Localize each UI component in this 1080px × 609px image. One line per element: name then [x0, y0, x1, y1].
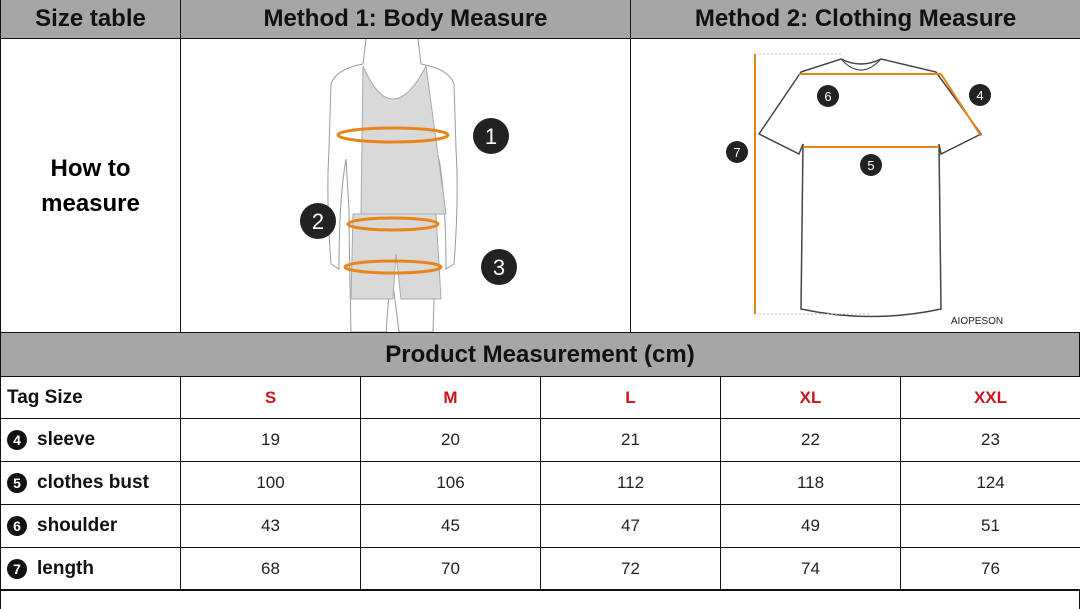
method2-header: Method 2: Clothing Measure	[630, 0, 1080, 39]
svg-text:4: 4	[976, 88, 983, 103]
table-cell: 21	[540, 418, 721, 462]
table-cell: 72	[540, 547, 721, 591]
table-cell: 68	[180, 547, 361, 591]
table-cell: 100	[180, 461, 361, 505]
row-label-text: sleeve	[37, 429, 96, 450]
row-label-length: 7 length	[0, 547, 181, 591]
row-label-clothes-bust: 5 clothes bust	[0, 461, 181, 505]
table-cell: 124	[900, 461, 1080, 505]
method1-header: Method 1: Body Measure	[180, 0, 631, 39]
svg-text:7: 7	[733, 145, 740, 160]
table-cell: 47	[540, 504, 721, 548]
table-cell: 118	[720, 461, 901, 505]
table-cell: 43	[180, 504, 361, 548]
size-header-s: S	[180, 376, 361, 419]
marker-6-icon: 6	[817, 85, 839, 107]
svg-text:3: 3	[493, 255, 505, 280]
svg-text:2: 2	[312, 209, 324, 234]
brand-label: AIOPESON	[951, 316, 1003, 327]
table-cell: 23	[900, 418, 1080, 462]
table-cell: 74	[720, 547, 901, 591]
clothing-measure-illustration: 6 4 5 7 AIOPESON	[630, 38, 1080, 333]
table-cell: 45	[360, 504, 541, 548]
table-cell: 22	[720, 418, 901, 462]
svg-text:1: 1	[485, 124, 497, 149]
number-5-icon: 5	[7, 473, 27, 493]
product-measurement-title: Product Measurement (cm)	[0, 332, 1080, 377]
marker-3-icon: 3	[481, 249, 517, 285]
how-to-measure-label: How to measure	[0, 38, 181, 333]
size-header-xl: XL	[720, 376, 901, 419]
marker-2-icon: 2	[300, 203, 336, 239]
table-cell: 19	[180, 418, 361, 462]
table-cell: 106	[360, 461, 541, 505]
table-cell: 70	[360, 547, 541, 591]
tag-size-label: Tag Size	[0, 376, 181, 419]
size-table-header: Size table	[0, 0, 181, 39]
table-cell: 20	[360, 418, 541, 462]
marker-7-icon: 7	[726, 141, 748, 163]
marker-5-icon: 5	[860, 154, 882, 176]
table-cell: 76	[900, 547, 1080, 591]
marker-1-icon: 1	[473, 118, 509, 154]
row-label-text: shoulder	[37, 515, 118, 536]
bottom-row	[0, 589, 1080, 609]
number-4-icon: 4	[7, 430, 27, 450]
row-label-shoulder: 6 shoulder	[0, 504, 181, 548]
row-label-text: length	[37, 558, 94, 579]
number-7-icon: 7	[7, 559, 27, 579]
body-figure-icon: 1 2 3	[300, 39, 517, 332]
row-label-sleeve: 4 sleeve	[0, 418, 181, 462]
number-6-icon: 6	[7, 516, 27, 536]
table-cell: 51	[900, 504, 1080, 548]
body-measure-illustration: 1 2 3	[180, 38, 631, 333]
table-cell: 112	[540, 461, 721, 505]
size-header-xxl: XXL	[900, 376, 1080, 419]
table-cell: 49	[720, 504, 901, 548]
size-header-l: L	[540, 376, 721, 419]
tshirt-figure-icon: 6 4 5 7 AIOPESON	[726, 53, 1003, 327]
size-header-m: M	[360, 376, 541, 419]
marker-4-icon: 4	[969, 84, 991, 106]
row-label-text: clothes bust	[37, 472, 149, 493]
svg-text:6: 6	[824, 89, 831, 104]
svg-text:5: 5	[867, 158, 874, 173]
